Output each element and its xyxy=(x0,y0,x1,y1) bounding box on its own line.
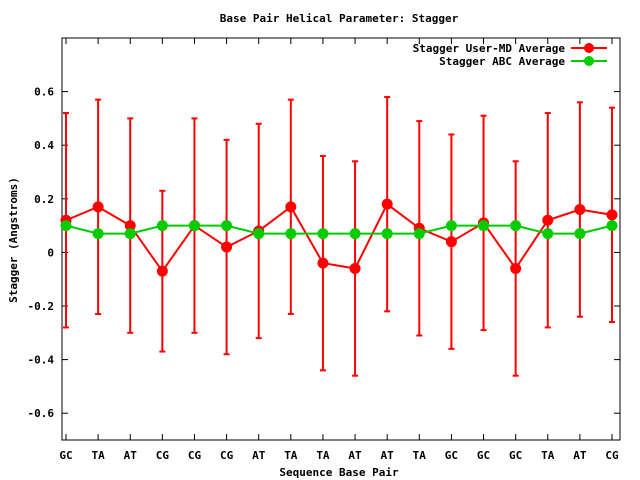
series-2-point xyxy=(574,228,586,240)
series-1-point xyxy=(317,257,329,269)
series-1-point xyxy=(445,236,457,248)
legend-label: Stagger ABC Average xyxy=(439,55,565,68)
series-2-point xyxy=(188,220,200,232)
series-2-point xyxy=(381,228,393,240)
series-2-point xyxy=(445,220,457,232)
series-lines xyxy=(65,202,613,273)
x-tick-label: TA xyxy=(284,449,298,462)
y-tick-label: 0.2 xyxy=(34,193,54,206)
x-tick-label: CG xyxy=(156,449,170,462)
y-tick-label: 0.4 xyxy=(34,139,54,152)
series-2-point xyxy=(60,220,72,232)
error-bars xyxy=(63,95,615,377)
x-tick-label: TA xyxy=(541,449,555,462)
x-tick-label: CG xyxy=(605,449,619,462)
series-1-point xyxy=(542,214,554,226)
x-tick-label: CG xyxy=(188,449,202,462)
x-tick-label: GC xyxy=(477,449,490,462)
series-line-2 xyxy=(65,224,613,235)
series-1-point xyxy=(574,204,586,216)
series-1-point xyxy=(606,209,618,221)
y-tick-label: 0.6 xyxy=(34,86,54,99)
series-2-point xyxy=(510,220,522,232)
series-1-point xyxy=(510,262,522,274)
legend-swatch-marker xyxy=(584,56,594,66)
series-1-point xyxy=(349,262,361,274)
series-1-point xyxy=(92,201,104,213)
x-tick-label: AT xyxy=(573,449,587,462)
x-axis-label: Sequence Base Pair xyxy=(279,466,399,479)
x-tick-label: AT xyxy=(252,449,266,462)
series-2-point xyxy=(253,228,265,240)
x-tick-label: GC xyxy=(509,449,522,462)
series-1-point xyxy=(156,265,168,277)
series-2-point xyxy=(478,220,490,232)
series-2-point xyxy=(317,228,329,240)
y-axis-label: Stagger (Angstroms) xyxy=(7,177,20,303)
x-tick-label: TA xyxy=(316,449,330,462)
x-tick-label: GC xyxy=(59,449,72,462)
series-2-point xyxy=(92,228,104,240)
series-points xyxy=(60,198,618,277)
series-2-point xyxy=(221,220,233,232)
series-1-point xyxy=(221,241,233,253)
x-tick-label: GC xyxy=(445,449,458,462)
legend-swatch-marker xyxy=(584,43,594,53)
series-2-point xyxy=(413,228,425,240)
series-2-point xyxy=(606,220,618,232)
series-1-point xyxy=(285,201,297,213)
x-tick-label: TA xyxy=(413,449,427,462)
y-tick-label: 0 xyxy=(47,246,54,259)
y-tick-label: -0.4 xyxy=(28,354,55,367)
series-1-point xyxy=(381,198,393,210)
y-tick-label: -0.6 xyxy=(28,407,55,420)
x-axis: GC TA AT CG CG CG AT TA TA AT AT TA GC GC GC TA AT CG xyxy=(59,38,619,462)
x-tick-label: AT xyxy=(348,449,362,462)
chart-title: Base Pair Helical Parameter: Stagger xyxy=(220,12,459,25)
x-tick-label: TA xyxy=(91,449,105,462)
series-2-point xyxy=(124,228,136,240)
y-tick-label: -0.2 xyxy=(28,300,55,313)
legend-label: Stagger User-MD Average xyxy=(413,42,566,55)
x-tick-label: CG xyxy=(220,449,234,462)
series-2-point xyxy=(542,228,554,240)
series-2-point xyxy=(285,228,297,240)
series-2-point xyxy=(349,228,361,240)
series-2-point xyxy=(156,220,168,232)
series-line-1 xyxy=(65,202,613,273)
x-tick-label: AT xyxy=(381,449,395,462)
x-tick-label: AT xyxy=(124,449,138,462)
plot-frame xyxy=(61,37,621,441)
y-axis: -0.6 -0.4 -0.2 0 0.2 0.4 0.6 xyxy=(28,86,620,420)
